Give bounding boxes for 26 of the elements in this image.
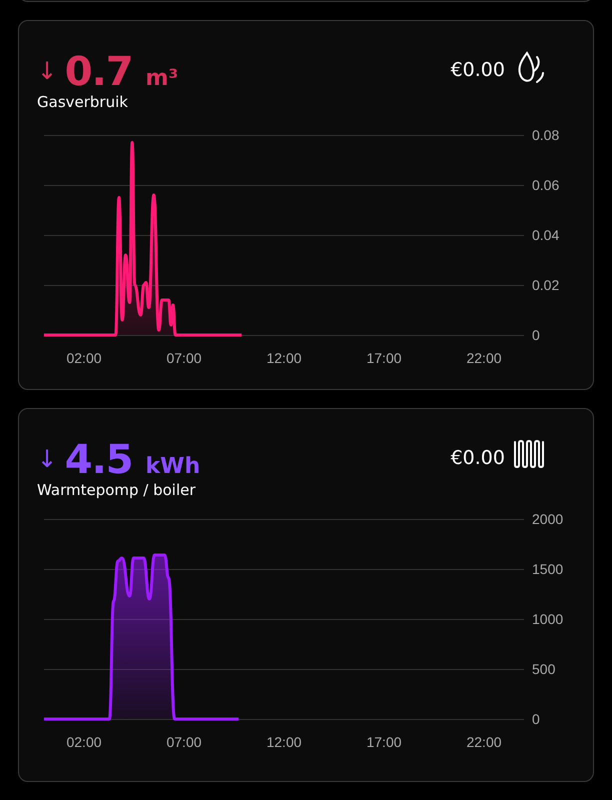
y-tick-label: 0 [532,711,540,727]
x-tick-label: 17:00 [366,350,402,366]
y-tick-label: 0.04 [532,227,560,243]
y-tick-label: 0 [532,327,540,343]
chart-subtitle: Warmtepomp / boiler [37,481,196,499]
y-tick-label: 0.06 [532,177,560,193]
chart-subtitle: Gasverbruik [37,93,128,111]
x-tick-label: 02:00 [66,734,102,750]
text: €0.00 [450,447,505,469]
x-tick-label: 02:00 [66,350,102,366]
y-tick-label: 0.08 [532,127,560,143]
chart-title: ↓ 0.7 m³ [37,49,178,95]
chart-title: ↓ 4.5 kWh [37,437,200,483]
y-tick-label: 1500 [532,561,564,577]
x-tick-label: 22:00 [466,350,502,366]
text: €0.00 [450,59,505,81]
x-tick-label: 07:00 [166,350,202,366]
y-tick-label: 1000 [532,611,564,627]
x-tick-label: 12:00 [266,734,302,750]
x-tick-label: 07:00 [166,734,202,750]
x-tick-label: 17:00 [366,734,402,750]
y-tick-label: 0.02 [532,277,560,293]
y-tick-label: 500 [532,661,556,677]
x-tick-label: 22:00 [466,734,502,750]
x-tick-label: 12:00 [266,350,302,366]
y-tick-label: 2000 [532,511,564,527]
